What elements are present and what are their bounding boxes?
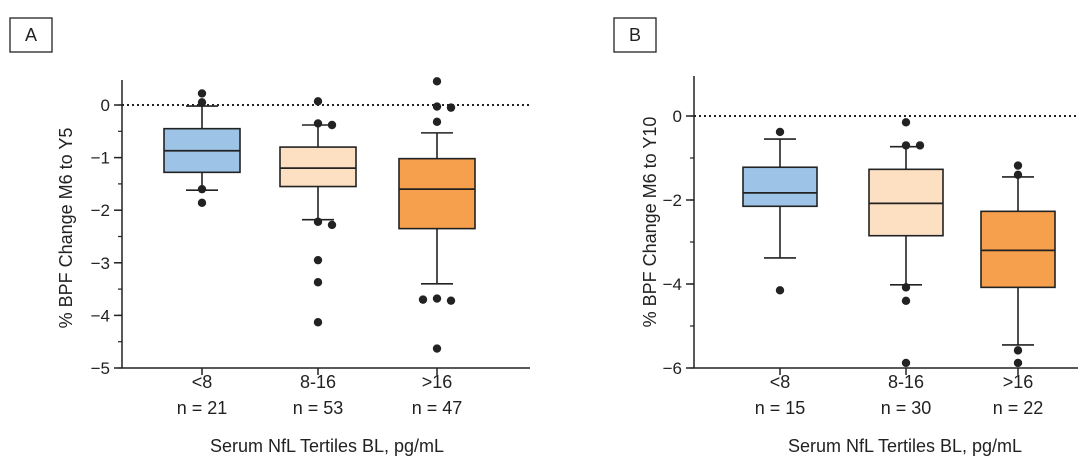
y-tick-label: −3 [91,254,110,273]
box-group-2: 8-16 n = 30 [868,118,944,418]
outlier-point [197,89,207,98]
box-group-2: 8-16 n = 53 [279,97,357,418]
y-tick-label: −2 [663,191,682,210]
x-category-label: >16 [1003,372,1034,392]
outlier-point [432,117,442,127]
x-category-label: 8-16 [300,372,336,392]
x-category-n-label: n = 21 [177,398,228,418]
chart-panel-a: A 0 −1 −2 −3 −4 −5 % BPF Change M6 to Y5 Serum N… [9,17,530,456]
y-tick-label: −5 [91,359,110,378]
outlier-point [1013,161,1023,170]
y-tick-label: −4 [663,275,682,294]
outlier-point [313,119,323,128]
y-tick-label: −2 [91,201,110,220]
outlier-point [313,278,323,287]
outlier-point [915,141,925,150]
iqr-box [279,146,357,188]
outlier-point [446,296,456,305]
chart-panel-b: B 0 −2 −4 −6 % BPF Change M6 to Y10 Serum NfL … [613,17,1078,456]
y-tick-label: −6 [663,359,682,378]
outlier-point [901,283,911,292]
outlier-point [432,102,442,111]
box-group-3: >16 n = 22 [980,161,1056,418]
x-category-n-label: n = 53 [293,398,344,418]
x-category-n-label: n = 15 [755,398,806,418]
x-category-n-label: n = 22 [993,398,1044,418]
y-tick-label: −1 [91,149,110,168]
box-group-1: <8 n = 15 [742,127,818,418]
outlier-point [313,217,323,226]
y-axis-label: % BPF Change M6 to Y10 [640,117,660,328]
box-group-1: <8 n = 21 [163,89,241,418]
outlier-point [432,344,442,353]
iqr-box [980,210,1056,289]
outlier-point [197,198,207,208]
x-category-n-label: n = 30 [881,398,932,418]
x-axis-label: Serum NfL Tertiles BL, pg/mL [210,436,444,456]
panel-label-box [613,17,657,53]
outlier-point [197,184,207,194]
x-category-n-label: n = 47 [412,398,463,418]
outlier-point [432,77,442,86]
outlier-point [775,286,785,295]
outlier-point [327,120,337,130]
outlier-point [901,118,911,127]
outlier-point [432,294,442,303]
y-tick-label: −4 [91,306,110,325]
outlier-point [197,98,207,107]
outlier-point [1013,170,1023,179]
outlier-point [901,296,911,305]
outlier-point [775,127,785,137]
outlier-point [901,358,911,368]
panel-label: B [629,25,641,45]
x-category-label: >16 [422,372,453,392]
x-category-label: <8 [770,372,791,392]
iqr-box [742,166,818,208]
outlier-point [446,103,456,112]
x-axis-label: Serum NfL Tertiles BL, pg/mL [788,436,1022,456]
iqr-box [398,157,476,230]
panel-label-box [9,17,53,53]
outlier-point [1013,358,1023,368]
outlier-point [313,255,323,265]
y-tick-label: 0 [101,96,110,115]
outlier-point [418,295,428,304]
outlier-point [1013,346,1023,355]
box-group-3: >16 n = 47 [398,77,476,418]
outlier-point [901,141,911,150]
panel-label: A [25,25,37,45]
y-tick-label: 0 [673,107,682,126]
y-axis-label: % BPF Change M6 to Y5 [56,128,76,329]
x-category-label: 8-16 [888,372,924,392]
outlier-point [327,220,337,230]
outlier-point [313,97,323,106]
x-category-label: <8 [192,372,213,392]
outlier-point [313,318,323,327]
